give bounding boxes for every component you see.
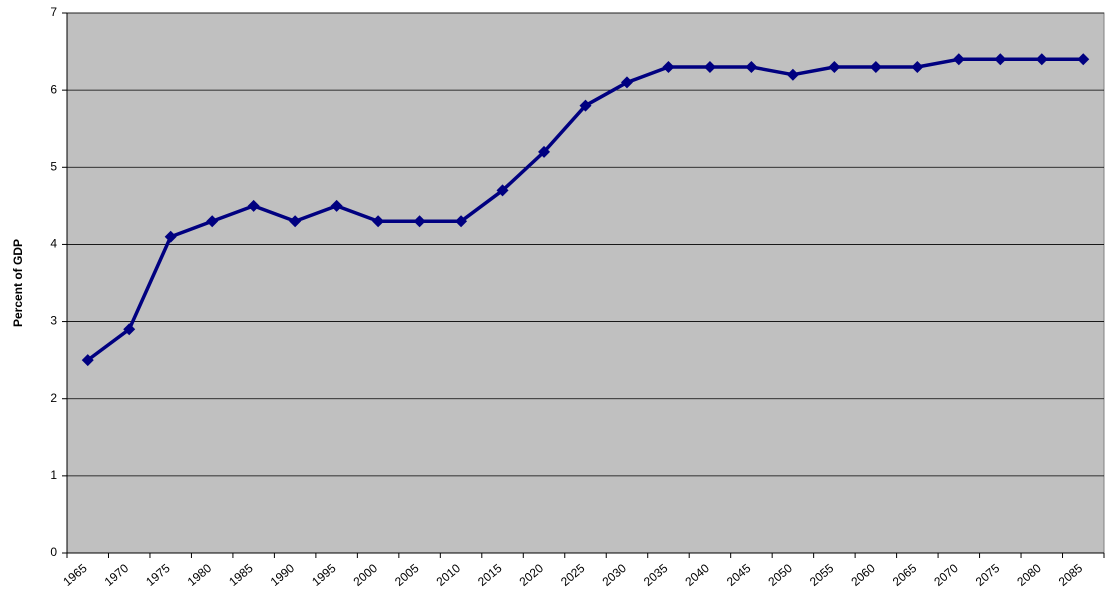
marker <box>372 215 385 228</box>
x-tick-label: 1965 <box>60 561 90 589</box>
marker <box>289 215 302 228</box>
x-tick-label: 2000 <box>351 561 381 589</box>
marker <box>455 215 468 228</box>
x-tick-label: 2025 <box>558 561 588 589</box>
x-tick-label: 1970 <box>102 561 132 589</box>
x-tick-label: 2005 <box>392 561 422 589</box>
x-tick-label: 2030 <box>599 561 629 589</box>
marker <box>164 230 177 243</box>
y-tick-label: 7 <box>50 5 57 19</box>
x-tick-label: 2075 <box>973 561 1003 589</box>
x-tick-label: 2070 <box>931 561 961 589</box>
marker <box>123 323 136 336</box>
marker <box>745 61 758 73</box>
marker <box>994 53 1007 66</box>
y-tick-label: 1 <box>50 468 57 482</box>
y-tick-label: 0 <box>50 545 57 559</box>
marker <box>869 61 882 73</box>
marker <box>786 68 799 81</box>
x-tick-label: 2015 <box>475 561 505 589</box>
y-tick-label: 2 <box>50 391 57 405</box>
marker <box>952 53 965 66</box>
x-tick-label: 2035 <box>641 561 671 589</box>
marker <box>1077 53 1090 66</box>
x-tick-label: 2050 <box>765 561 795 589</box>
x-tick-label: 2045 <box>724 561 754 589</box>
marker <box>828 61 841 73</box>
y-tick-label: 4 <box>50 237 57 251</box>
y-tick-label: 5 <box>50 159 57 173</box>
x-tick-label: 2010 <box>434 561 464 589</box>
marker <box>413 215 426 228</box>
y-axis-title: Percent of GDP <box>11 239 25 327</box>
x-tick-label: 2065 <box>890 561 920 589</box>
x-tick-label: 1980 <box>185 561 215 589</box>
x-tick-label: 2060 <box>848 561 878 589</box>
marker <box>538 145 551 158</box>
x-tick-label: 1985 <box>226 561 256 589</box>
marker <box>620 76 633 89</box>
x-tick-label: 1990 <box>268 561 298 589</box>
marker <box>496 184 509 197</box>
y-tick-label: 6 <box>50 82 57 96</box>
x-tick-label: 2085 <box>1056 561 1086 589</box>
x-tick-label: 2040 <box>682 561 712 589</box>
marker <box>1035 53 1048 66</box>
marker <box>911 61 924 73</box>
x-tick-label: 2020 <box>517 561 547 589</box>
x-tick-label: 2055 <box>807 561 837 589</box>
marker <box>330 199 343 212</box>
x-tick-label: 1975 <box>143 561 173 589</box>
marker <box>206 215 219 228</box>
y-tick-label: 3 <box>50 314 57 328</box>
marker <box>662 61 675 73</box>
x-tick-label: 1995 <box>309 561 339 589</box>
plot-area <box>66 12 1105 554</box>
marker <box>247 199 260 212</box>
x-tick-label: 2080 <box>1014 561 1044 589</box>
marker <box>579 99 592 112</box>
marker <box>81 354 94 367</box>
marker <box>703 61 716 73</box>
